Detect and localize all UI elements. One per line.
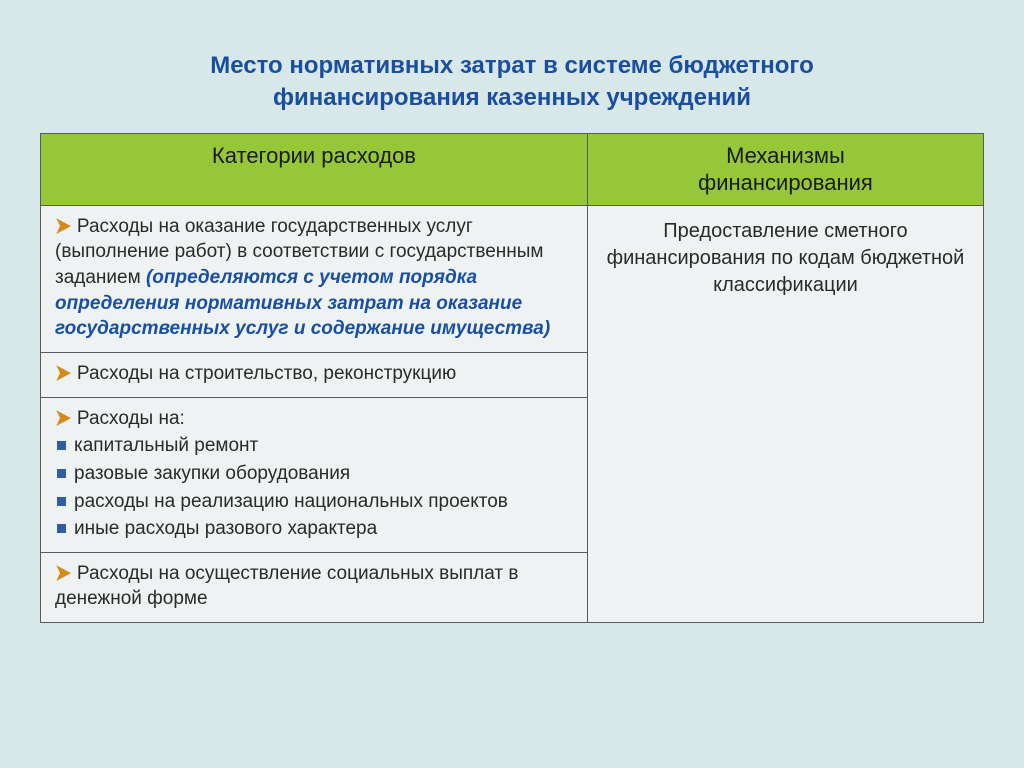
right-text: Предоставление сметного финансирования п… — [607, 220, 965, 296]
chevron-icon: ➤ — [55, 359, 71, 388]
header-mechanisms: Механизмы финансирования — [587, 133, 983, 205]
header-mech-line1: Механизмы — [726, 143, 845, 168]
table-row: ➤Расходы на оказание государственных усл… — [41, 205, 984, 352]
row3-item-1: разовые закупки оборудования — [74, 463, 350, 484]
row3-lead: Расходы на: — [77, 408, 185, 429]
list-item: капитальный ремонт — [55, 433, 573, 459]
cell-row4: ➤Расходы на осуществление социальных вып… — [41, 552, 588, 622]
chevron-icon: ➤ — [55, 559, 71, 588]
list-item: иные расходы разового характера — [55, 516, 573, 542]
cell-row3: ➤ Расходы на: капитальный ремонт разовые … — [41, 397, 588, 552]
square-icon — [57, 524, 66, 533]
row2-text: Расходы на строительство, реконструкцию — [77, 363, 456, 384]
chevron-icon: ➤ — [55, 404, 71, 433]
cell-right: Предоставление сметного финансирования п… — [587, 205, 983, 622]
title-line-1: Место нормативных затрат в системе бюдже… — [210, 52, 813, 79]
row3-item-0: капитальный ремонт — [74, 435, 258, 456]
square-icon — [57, 497, 66, 506]
square-icon — [57, 469, 66, 478]
slide-title: Место нормативных затрат в системе бюдже… — [40, 50, 984, 115]
header-categories: Категории расходов — [41, 133, 588, 205]
row3-item-3: иные расходы разового характера — [74, 518, 377, 539]
chevron-icon: ➤ — [55, 212, 71, 241]
title-line-2: финансирования казенных учреждений — [273, 84, 751, 111]
table-header-row: Категории расходов Механизмы финансирова… — [41, 133, 984, 205]
list-item: расходы на реализацию национальных проек… — [55, 489, 573, 515]
cell-row2: ➤ Расходы на строительство, реконструкцию — [41, 352, 588, 397]
main-table: Категории расходов Механизмы финансирова… — [40, 133, 984, 623]
cell-row1: ➤Расходы на оказание государственных усл… — [41, 205, 588, 352]
square-icon — [57, 441, 66, 450]
header-mech-line2: финансирования — [698, 170, 873, 195]
list-item: разовые закупки оборудования — [55, 461, 573, 487]
row4-text: Расходы на осуществление социальных выпл… — [55, 563, 518, 610]
row3-item-2: расходы на реализацию национальных проек… — [74, 491, 508, 512]
